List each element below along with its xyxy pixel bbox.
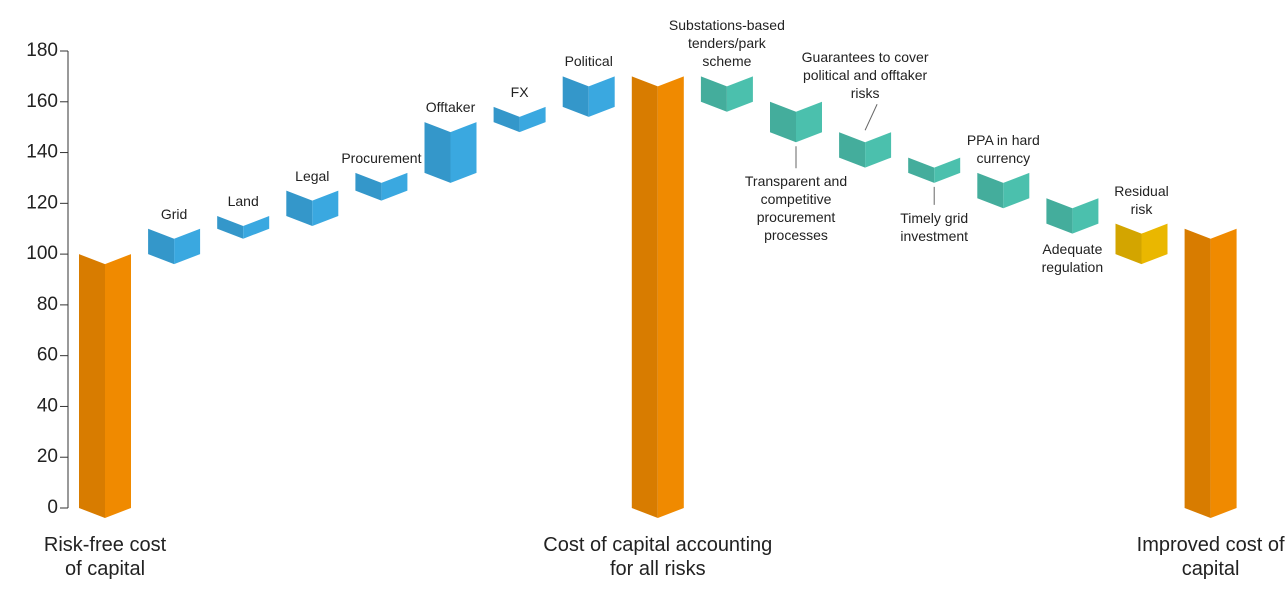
bar-right	[105, 254, 131, 518]
leader-line	[864, 104, 878, 131]
bar-right	[726, 76, 753, 112]
bar-right	[657, 76, 684, 518]
bar-left	[770, 101, 796, 143]
bar-left	[493, 106, 520, 133]
y-tick-label: 160	[26, 91, 58, 112]
bar-left	[839, 132, 866, 168]
bar-left	[977, 172, 1004, 209]
bar-left	[148, 228, 175, 265]
step-label: PPA in hard currency	[966, 131, 1040, 166]
bar-right	[519, 106, 546, 133]
bar-right	[174, 228, 201, 265]
bar-right	[312, 190, 339, 227]
bar-right	[1072, 198, 1099, 234]
bar-right	[450, 122, 477, 183]
step-label: Offtaker	[425, 99, 476, 116]
step-label: Timely grid investment	[900, 209, 969, 244]
bar-right	[796, 101, 822, 143]
bar-right	[865, 132, 892, 168]
step-label: Grid	[160, 205, 188, 222]
bar-right	[243, 216, 270, 239]
total-label: Risk-free cost of capital	[43, 534, 167, 580]
y-tick-label: 40	[37, 395, 58, 416]
step-label: Substations-based tenders/park scheme	[668, 17, 785, 70]
step-label: FX	[510, 83, 529, 100]
bar-right	[934, 157, 961, 183]
bar-left	[908, 157, 935, 183]
bar-left	[355, 172, 382, 201]
bar-left	[631, 76, 658, 518]
bar-right	[1003, 172, 1030, 209]
bar-left	[1184, 228, 1211, 518]
bar-left	[217, 216, 244, 239]
bar-left	[286, 190, 313, 227]
bar-right	[1141, 223, 1168, 265]
y-tick-label: 180	[26, 40, 58, 61]
step-label: Transparent and competitive procurement …	[744, 173, 848, 244]
bar-left	[1046, 198, 1073, 234]
bar-left	[700, 76, 727, 112]
y-tick-label: 120	[26, 192, 58, 213]
bar-left	[562, 76, 589, 117]
y-tick-label: 0	[47, 497, 58, 518]
y-tick-label: 80	[37, 294, 58, 315]
bar-right	[588, 76, 615, 117]
y-tick-label: 20	[37, 446, 58, 467]
y-tick-label: 60	[37, 345, 58, 366]
bar-right	[381, 172, 408, 201]
step-label: Land	[227, 193, 259, 210]
bar-left	[424, 122, 451, 183]
step-label: Political	[564, 53, 613, 70]
total-label: Improved cost of capital	[1136, 534, 1285, 580]
bar-left	[1115, 223, 1142, 265]
total-label: Cost of capital accounting for all risks	[543, 534, 773, 580]
step-label: Guarantees to cover political and offtak…	[801, 49, 929, 102]
step-label: Adequate regulation	[1041, 240, 1104, 275]
step-label: Legal	[295, 167, 330, 184]
bar-right	[1210, 228, 1237, 518]
step-label: Residual risk	[1114, 182, 1169, 217]
step-label: Procurement	[341, 149, 422, 166]
y-tick-label: 140	[26, 142, 58, 163]
bar-left	[79, 254, 105, 518]
y-tick-label: 100	[26, 243, 58, 264]
